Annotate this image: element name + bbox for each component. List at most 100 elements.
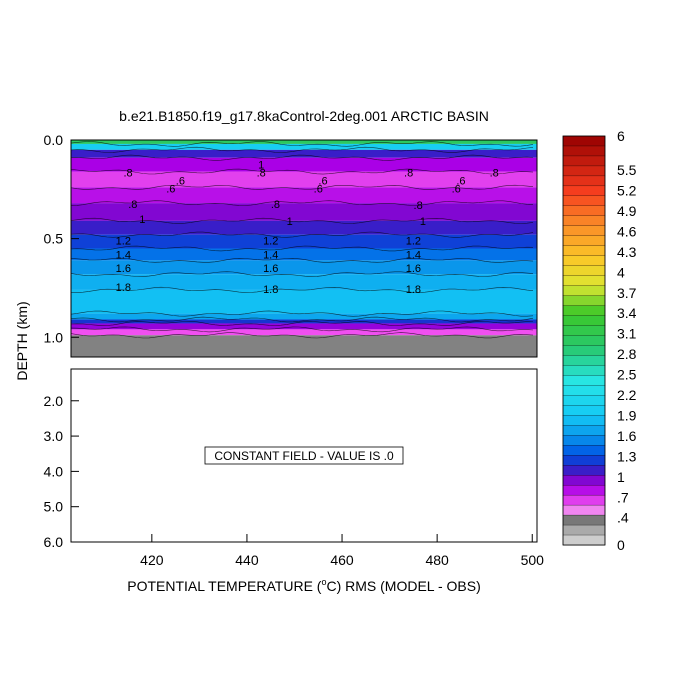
colorbar-box xyxy=(562,215,606,227)
contour-label: .8 xyxy=(490,168,499,180)
contour-line xyxy=(70,146,534,153)
colorbar-label: 3.7 xyxy=(617,285,637,301)
colorbar-box xyxy=(562,375,606,386)
depth-band xyxy=(71,329,537,336)
y-tick-label: 0.5 xyxy=(44,231,64,247)
depth-band xyxy=(71,323,537,330)
colorbar-label: 5.5 xyxy=(617,162,637,178)
colorbar-box xyxy=(562,445,606,456)
contour-label: .8 xyxy=(123,168,132,180)
contour-labels: 1.8.8.8.8.6.6.6.6.6.6.8.8.81 1 11.2 1.2 1.21… xyxy=(116,160,499,296)
depth-band xyxy=(71,289,537,314)
y-tick-label: 3.0 xyxy=(44,428,64,444)
colorbar-box xyxy=(562,245,606,257)
contour-line xyxy=(70,316,534,323)
x-axis-label-main: POTENTIAL TEMPERATURE ( xyxy=(127,578,322,594)
contour-label: 1.6 xyxy=(116,263,131,275)
x-axis-label-tail: C) RMS (MODEL - OBS) xyxy=(326,578,480,594)
colorbar-box xyxy=(562,325,606,336)
colorbar-box xyxy=(562,494,606,506)
colorbar-box xyxy=(562,175,606,187)
contour-line xyxy=(70,321,534,326)
depth-band xyxy=(71,274,537,290)
colorbar-label: 5.2 xyxy=(617,183,637,199)
contour-label: 1.2 xyxy=(116,236,131,248)
colorbar: 6 5.5 5.2 4.9 4.6 4.3 4 3.7 3.4 3.1 2.8 2.5 2.2 1.9 1.… xyxy=(562,128,637,553)
colorbar-box xyxy=(562,155,606,167)
colorbar-label: 6 xyxy=(617,128,625,144)
colorbar-label: 4.9 xyxy=(617,203,637,219)
y-tick-label: 0.0 xyxy=(44,132,64,148)
depth-band xyxy=(71,149,537,158)
contour-label: 1.4 xyxy=(406,249,421,261)
colorbar-label: .7 xyxy=(617,489,629,505)
contour-line xyxy=(70,245,534,252)
colorbar-box xyxy=(562,415,606,426)
contour-label: 1.6 xyxy=(263,263,278,275)
colorbar-label: 3.1 xyxy=(617,326,637,342)
colorbar-box xyxy=(562,165,606,177)
contour-label: .6 xyxy=(166,183,175,195)
lower-panel: CONSTANT FIELD - VALUE IS .0 2.0 3.0 4.0 5.… xyxy=(44,368,545,568)
colorbar-label: 2.8 xyxy=(617,346,637,362)
depth-band xyxy=(71,234,537,249)
colorbar-label: 1.3 xyxy=(617,448,637,464)
colorbar-label: 4.6 xyxy=(617,223,637,239)
depth-band xyxy=(71,171,537,188)
contour-label: 1.4 xyxy=(263,249,278,261)
colorbar-label: 2.2 xyxy=(617,387,637,403)
contour-label: 1.8 xyxy=(116,282,131,294)
y-tick-label: 1.0 xyxy=(44,329,64,345)
colorbar-labels: 6 5.5 5.2 4.9 4.6 4.3 4 3.7 3.4 3.1 2.8 2.5 2.2 1.9 1.… xyxy=(617,128,637,553)
depth-band xyxy=(71,248,537,261)
colorbar-box xyxy=(562,534,606,546)
contour-label: .8 xyxy=(257,168,266,180)
colorbar-box xyxy=(562,195,606,207)
contour-label: 1.8 xyxy=(406,284,421,296)
depth-band xyxy=(71,260,537,275)
contour-lines xyxy=(70,141,534,339)
depth-band xyxy=(71,220,537,235)
y-tick-label: 6.0 xyxy=(44,534,64,550)
contour-label: .6 xyxy=(314,183,323,195)
x-axis-label-superscript: o xyxy=(321,577,326,587)
x-tick-label: 420 xyxy=(140,552,164,568)
upper-panel-frame xyxy=(70,139,538,358)
colorbar-box xyxy=(562,255,606,267)
contour-label: 1 xyxy=(258,160,264,172)
colorbar-label: 1.6 xyxy=(617,428,637,444)
lower-y-ticks: 2.0 3.0 4.0 5.0 6.0 xyxy=(44,393,79,550)
contour-line xyxy=(70,154,534,161)
x-tick-label: 500 xyxy=(521,552,545,568)
contour-label: 1 xyxy=(139,214,145,226)
constant-field-box xyxy=(204,446,404,465)
contour-label: .6 xyxy=(176,175,185,187)
colorbar-box xyxy=(562,335,606,346)
contour-line xyxy=(70,310,534,317)
depth-band xyxy=(71,157,537,172)
colorbar-box xyxy=(562,475,606,486)
colorbar-box xyxy=(562,435,606,446)
colorbar-box xyxy=(562,385,606,396)
contour-line xyxy=(70,271,534,277)
colorbar-box xyxy=(562,524,606,536)
depth-band xyxy=(71,203,537,221)
contour-label: 1.2 xyxy=(263,236,278,248)
y-axis-label: DEPTH (km) xyxy=(14,301,30,380)
contour-label: .6 xyxy=(318,175,327,187)
colorbar-label: 1.9 xyxy=(617,407,637,423)
colorbar-box xyxy=(562,145,606,157)
x-tick-label: 460 xyxy=(330,552,354,568)
contour-label: .6 xyxy=(456,175,465,187)
contour-label: 1.8 xyxy=(263,284,278,296)
colorbar-box xyxy=(562,295,606,307)
contour-line xyxy=(70,326,534,333)
contour-line xyxy=(70,200,534,206)
depth-band xyxy=(71,140,537,144)
colorbar-box xyxy=(562,135,606,147)
colorbar-box xyxy=(562,504,606,516)
contour-line xyxy=(70,217,534,224)
contour-line xyxy=(70,231,534,238)
contour-label: .6 xyxy=(452,183,461,195)
